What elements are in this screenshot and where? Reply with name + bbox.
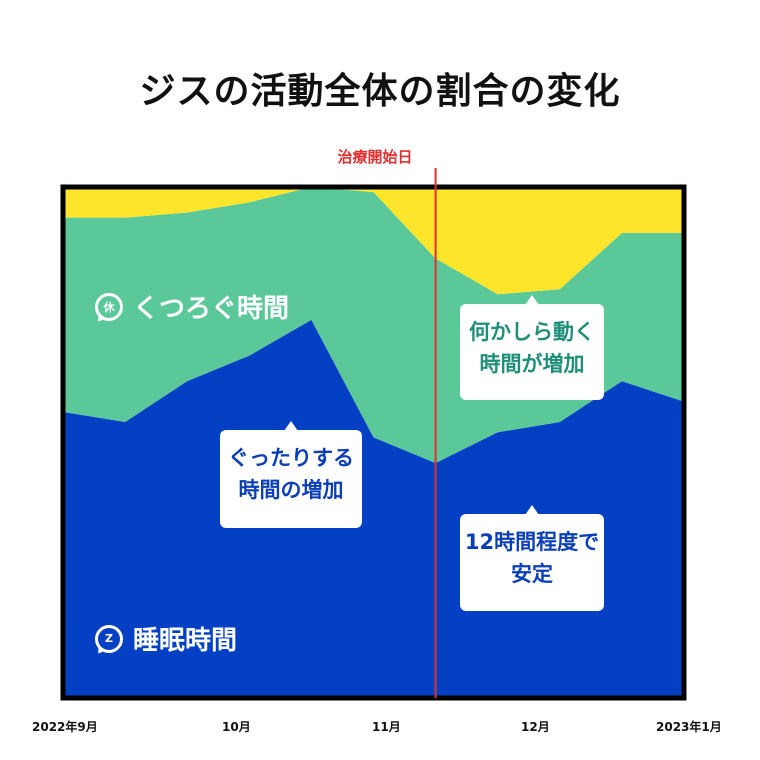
- rest-bubble-icon: 休: [95, 292, 123, 321]
- chart-title: ジスの活動全体の割合の変化: [139, 71, 621, 112]
- x-tick-label-jan-2023: 2023年1月: [656, 720, 722, 734]
- callout-stable-line2: 安定: [511, 562, 553, 586]
- callout-sleep-increase: ぐったりする 時間の増加: [220, 421, 362, 528]
- x-tick-label-sep-2022: 2022年9月: [32, 720, 98, 734]
- relax-area-text: くつろぐ時間: [133, 294, 290, 324]
- callout-stable-line1: 12時間程度で: [464, 530, 600, 554]
- callout-relax-line1: 何かしら動く: [469, 320, 595, 344]
- sleep-area-label: Z 睡眠時間: [95, 620, 237, 657]
- plot-frame: [60, 184, 687, 701]
- treatment-start-label: 治療開始日: [337, 148, 413, 166]
- callout-sleep-stable: 12時間程度で 安定: [460, 505, 604, 611]
- sleep-area-text: 睡眠時間: [133, 626, 238, 656]
- sleep-bubble-icon: Z: [95, 624, 123, 653]
- relax-area-label: 休 くつろぐ時間: [95, 288, 289, 325]
- x-tick-label-dec: 12月: [521, 720, 550, 734]
- x-tick-label-nov: 11月: [372, 720, 401, 734]
- callout-sleep-line2: 時間の増加: [238, 478, 344, 502]
- callout-relax-increase: 何かしら動く 時間が増加: [460, 295, 604, 400]
- callout-relax-line2: 時間が増加: [479, 352, 585, 376]
- x-tick-label-oct: 10月: [222, 720, 251, 734]
- callout-sleep-line1: ぐったりする: [228, 446, 354, 470]
- area-active: [63, 187, 684, 295]
